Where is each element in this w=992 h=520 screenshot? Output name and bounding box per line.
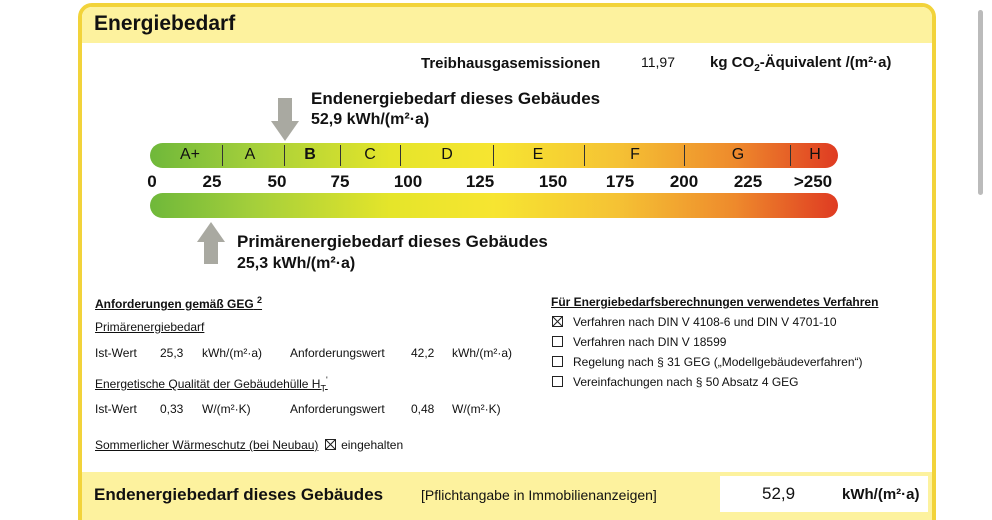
row-cell: Anforderungswert <box>290 346 385 360</box>
sup: 2 <box>257 295 263 305</box>
scale-tick: >250 <box>793 172 833 191</box>
checkbox <box>325 439 337 450</box>
emissions-label: Treibhausgasemissionen <box>421 55 601 72</box>
class-separator <box>222 145 223 166</box>
sub: T <box>320 383 326 394</box>
bottom-label: Primärenergiebedarf dieses Gebäudes <box>237 232 548 251</box>
class-label: H <box>809 146 821 163</box>
summer-status: eingehalten <box>341 438 404 452</box>
class-bar <box>150 143 838 168</box>
row-cell: Ist-Wert <box>95 402 137 416</box>
row-cell: 0,48 <box>411 402 435 416</box>
class-label: F <box>630 146 640 163</box>
method-item: Regelung nach § 31 GEG („Modellgebäudeve… <box>552 355 863 369</box>
scale-tick: 225 <box>733 172 763 191</box>
class-separator <box>684 145 685 166</box>
scale-tick: 125 <box>465 172 495 191</box>
class-label: E <box>532 146 544 163</box>
row-cell: kWh/(m²·a) <box>452 346 512 360</box>
class-separator <box>400 145 401 166</box>
emissions-value: 11,97 <box>641 54 675 70</box>
class-label: D <box>441 146 453 163</box>
arrow-shaft <box>204 241 218 264</box>
checkbox <box>552 336 563 347</box>
emissions-unit: kg CO2-Äquivalent /(m²·a) <box>710 54 891 74</box>
scale-tick: 75 <box>330 172 350 191</box>
text: Anforderungen gemäß GEG <box>95 297 254 311</box>
class-label: B <box>304 146 316 163</box>
method-item: Verfahren nach DIN V 18599 <box>552 335 726 349</box>
footer-unit: kWh/(m²·a) <box>842 486 920 503</box>
row-cell: 42,2 <box>411 346 435 360</box>
text: Energetische Qualität der Gebäudehülle H <box>95 377 321 391</box>
class-separator <box>493 145 494 166</box>
row-cell: 0,33 <box>160 402 184 416</box>
top-label: Endenergiebedarf dieses Gebäudes <box>311 89 601 108</box>
method-label: Verfahren nach DIN V 18599 <box>573 335 727 349</box>
footer-note: [Pflichtangabe in Immobilienanzeigen] <box>421 487 657 503</box>
bottom-value: 25,3 kWh/(m²·a) <box>237 255 356 272</box>
method-item: Verfahren nach DIN V 4108-6 und DIN V 47… <box>552 315 837 329</box>
row-cell: W/(m²·K) <box>202 402 251 416</box>
methods-title: Für Energiebedarfsberechnungen verwendet… <box>551 295 879 309</box>
unit-sub: 2 <box>754 63 760 74</box>
checkbox <box>552 316 563 327</box>
header-band <box>82 7 932 43</box>
scale-bar <box>150 193 838 218</box>
checkbox <box>552 356 563 367</box>
title: Energiebedarf <box>94 12 236 35</box>
footer-value: 52,9 <box>762 484 796 503</box>
scale-tick: 50 <box>267 172 287 191</box>
checkbox <box>552 376 563 387</box>
scale-tick: 0 <box>147 172 157 191</box>
class-label: C <box>364 146 376 163</box>
scale-tick: 175 <box>605 172 635 191</box>
row-cell: kWh/(m²·a) <box>202 346 262 360</box>
class-label: A <box>244 146 256 163</box>
summer: Sommerlicher Wärmeschutz (bei Neubau) ei… <box>95 438 403 452</box>
method-label: Verfahren nach DIN V 4108-6 und DIN V 47… <box>573 315 837 329</box>
method-item: Vereinfachungen nach § 50 Absatz 4 GEG <box>552 375 799 389</box>
sup: ' <box>325 375 328 385</box>
class-separator <box>284 145 285 166</box>
arrow-head <box>271 121 299 141</box>
class-label: G <box>731 146 745 163</box>
row-cell: W/(m²·K) <box>452 402 501 416</box>
class-separator <box>340 145 341 166</box>
footer-value-box <box>720 476 928 512</box>
arrow-shaft <box>278 98 292 122</box>
scale-tick: 25 <box>202 172 222 191</box>
unit-text: -Äquivalent /(m²·a) <box>759 54 892 71</box>
summer-label: Sommerlicher Wärmeschutz (bei Neubau) <box>95 438 319 452</box>
envelope-heading: Energetische Qualität der Gebäudehülle H… <box>95 375 328 393</box>
arrow-head <box>197 222 225 242</box>
primary-heading: Primärenergiebedarf <box>95 320 205 334</box>
unit-text: kg CO <box>710 54 755 71</box>
scale-tick: 150 <box>538 172 568 191</box>
top-value: 52,9 kWh/(m²·a) <box>311 111 430 128</box>
class-separator <box>584 145 585 166</box>
certificate-frame <box>78 3 936 520</box>
row-cell: Ist-Wert <box>95 346 137 360</box>
method-label: Vereinfachungen nach § 50 Absatz 4 GEG <box>573 375 799 389</box>
class-separator <box>790 145 791 166</box>
row-cell: Anforderungswert <box>290 402 385 416</box>
scale-tick: 100 <box>393 172 423 191</box>
footer-title: Endenergiebedarf dieses Gebäudes <box>94 485 384 504</box>
scrollbar <box>978 10 983 195</box>
class-label: A+ <box>179 146 200 163</box>
scale-tick: 200 <box>669 172 699 191</box>
requirements-title: Anforderungen gemäß GEG 2 <box>95 295 262 311</box>
row-cell: 25,3 <box>160 346 184 360</box>
method-label: Regelung nach § 31 GEG („Modellgebäudeve… <box>573 355 863 369</box>
